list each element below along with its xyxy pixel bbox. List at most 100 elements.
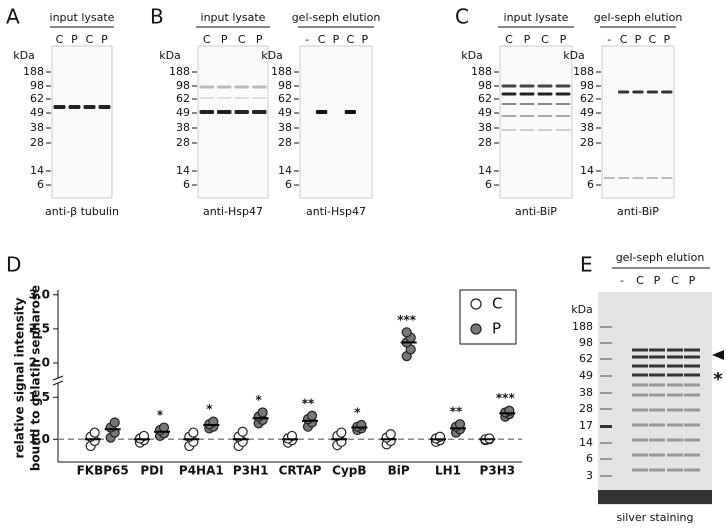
gel-band — [684, 393, 700, 397]
ladder-band — [600, 326, 612, 328]
legend-swatch — [470, 323, 482, 335]
marker-label: 14 — [278, 164, 292, 177]
y-tick-label: 2.5 — [29, 321, 50, 335]
gel-band — [667, 453, 683, 457]
blot-image — [601, 45, 675, 199]
data-point — [401, 327, 412, 338]
band — [519, 129, 535, 131]
band — [217, 85, 232, 89]
band — [537, 115, 553, 117]
lane-label: C — [347, 33, 355, 46]
band — [234, 97, 249, 99]
band — [501, 115, 517, 117]
gel-band — [649, 453, 665, 457]
marker-label: 38 — [278, 121, 292, 134]
lane-label: - — [620, 274, 624, 287]
gel-band — [632, 383, 648, 387]
gel-image — [598, 292, 712, 505]
x-tick-label: P3H1 — [233, 464, 269, 478]
band — [53, 105, 66, 109]
marker-label: 28 — [579, 402, 593, 415]
marker-label: 49 — [579, 369, 593, 382]
antibody-label: anti-Hsp47 — [203, 205, 263, 218]
band — [617, 90, 630, 94]
band — [646, 90, 659, 94]
x-tick-label: PDI — [140, 464, 163, 478]
kda-label: kDa — [563, 49, 585, 62]
gel-band — [632, 438, 648, 442]
y-axis-label: bound to gelatin sepharose — [29, 285, 43, 471]
data-point — [336, 427, 347, 438]
band — [98, 105, 111, 109]
marker-label: 62 — [478, 92, 492, 105]
legend-label: P — [492, 320, 501, 338]
lane-label: P — [221, 33, 228, 46]
kda-label: kDa — [13, 49, 35, 62]
significance: ** — [450, 405, 463, 419]
lane-label: C — [671, 274, 679, 287]
marker-label: 49 — [478, 106, 492, 119]
lane-label: C — [620, 33, 628, 46]
lane-label: P — [101, 33, 108, 46]
x-tick-label: FKBP65 — [77, 464, 129, 478]
marker-label: 98 — [278, 79, 292, 92]
gel-band — [632, 355, 648, 359]
data-point — [385, 429, 396, 440]
gel-band — [632, 423, 648, 427]
blot-header: input lysate — [50, 11, 115, 24]
lane-label: P — [560, 33, 567, 46]
band — [252, 85, 267, 89]
marker-label: 49 — [176, 106, 190, 119]
ladder-band — [600, 375, 612, 377]
gel-band — [667, 383, 683, 387]
band — [501, 84, 517, 88]
ladder-band — [600, 458, 612, 460]
significance: *** — [496, 391, 516, 405]
gel-band — [684, 408, 700, 412]
gel-band — [649, 423, 665, 427]
significance: ** — [302, 396, 315, 410]
y-axis-label: relative signal intensity — [13, 297, 27, 458]
gel-band — [649, 364, 665, 368]
marker-label: 188 — [271, 65, 292, 78]
marker-label: 14 — [30, 164, 44, 177]
kda-label: kDa — [571, 303, 593, 316]
gel-header: gel-seph elution — [616, 251, 705, 264]
gel-band — [684, 438, 700, 442]
significance: * — [206, 402, 213, 416]
y-tick-label: 3.0 — [29, 287, 50, 301]
marker-label: 98 — [176, 79, 190, 92]
gel-annotation: * — [713, 369, 723, 390]
blot-image — [299, 45, 373, 199]
gel-band — [684, 355, 700, 359]
band — [252, 97, 267, 99]
ladder-band — [600, 342, 612, 344]
blot-image — [51, 45, 113, 199]
significance: * — [256, 393, 263, 407]
gel-band — [684, 348, 700, 352]
marker-label: 188 — [573, 65, 594, 78]
lane-label: C — [636, 274, 644, 287]
lane-label: C — [56, 33, 64, 46]
y-tick-label: 1.0 — [29, 432, 50, 446]
band — [555, 115, 571, 117]
blot-image — [499, 45, 573, 199]
lane-label: P — [361, 33, 368, 46]
gel-band — [649, 373, 665, 377]
band — [617, 177, 630, 179]
gel-band — [667, 348, 683, 352]
panel-letter: A — [6, 5, 20, 29]
gel-band — [632, 408, 648, 412]
band — [661, 177, 673, 179]
marker-label: 62 — [278, 92, 292, 105]
gel-band — [667, 355, 683, 359]
gel-band — [649, 355, 665, 359]
gel-band — [632, 453, 648, 457]
blot-header: gel-seph elution — [594, 11, 683, 24]
gel-band — [684, 383, 700, 387]
kda-label: kDa — [261, 49, 283, 62]
lane-label: P — [654, 274, 661, 287]
x-tick-label: CRTAP — [279, 464, 322, 478]
band — [555, 129, 571, 131]
ladder-band — [600, 442, 612, 444]
